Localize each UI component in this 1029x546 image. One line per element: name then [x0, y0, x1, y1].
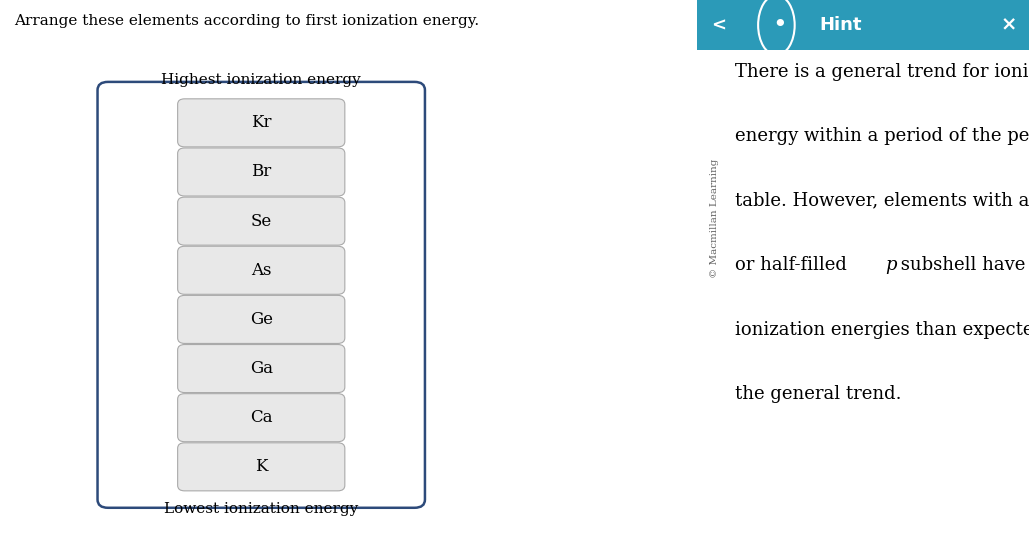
- Text: ×: ×: [1001, 16, 1018, 34]
- Text: Ga: Ga: [250, 360, 273, 377]
- FancyBboxPatch shape: [178, 246, 345, 294]
- Text: Kr: Kr: [251, 114, 272, 132]
- FancyBboxPatch shape: [178, 197, 345, 245]
- Text: p: p: [885, 256, 897, 274]
- Text: Se: Se: [251, 212, 272, 230]
- Text: Arrange these elements according to first ionization energy.: Arrange these elements according to firs…: [14, 14, 480, 28]
- Text: © Macmillan Learning: © Macmillan Learning: [710, 159, 719, 278]
- Text: subshell have higher: subshell have higher: [895, 256, 1029, 274]
- Text: Highest ionization energy: Highest ionization energy: [162, 73, 361, 87]
- Text: Br: Br: [251, 163, 272, 181]
- Text: Ge: Ge: [250, 311, 273, 328]
- Text: the general trend.: the general trend.: [735, 385, 901, 403]
- FancyBboxPatch shape: [178, 295, 345, 343]
- Text: K: K: [255, 458, 268, 476]
- Bar: [697, 0, 1029, 50]
- Text: Hint: Hint: [820, 16, 862, 34]
- Text: •: •: [773, 13, 787, 37]
- Text: Lowest ionization energy: Lowest ionization energy: [164, 502, 358, 517]
- FancyBboxPatch shape: [178, 394, 345, 442]
- FancyBboxPatch shape: [178, 443, 345, 491]
- FancyBboxPatch shape: [178, 99, 345, 147]
- Text: energy within a period of the periodic: energy within a period of the periodic: [735, 127, 1029, 145]
- Text: ionization energies than expected by: ionization energies than expected by: [735, 321, 1029, 339]
- Text: or half-filled: or half-filled: [735, 256, 852, 274]
- Text: Ca: Ca: [250, 409, 273, 426]
- FancyBboxPatch shape: [178, 148, 345, 196]
- Text: <: <: [711, 16, 725, 34]
- Text: As: As: [251, 262, 272, 279]
- Text: table. However, elements with a filled: table. However, elements with a filled: [735, 192, 1029, 210]
- FancyBboxPatch shape: [98, 82, 425, 508]
- FancyBboxPatch shape: [178, 345, 345, 393]
- Text: There is a general trend for ionization: There is a general trend for ionization: [735, 63, 1029, 81]
